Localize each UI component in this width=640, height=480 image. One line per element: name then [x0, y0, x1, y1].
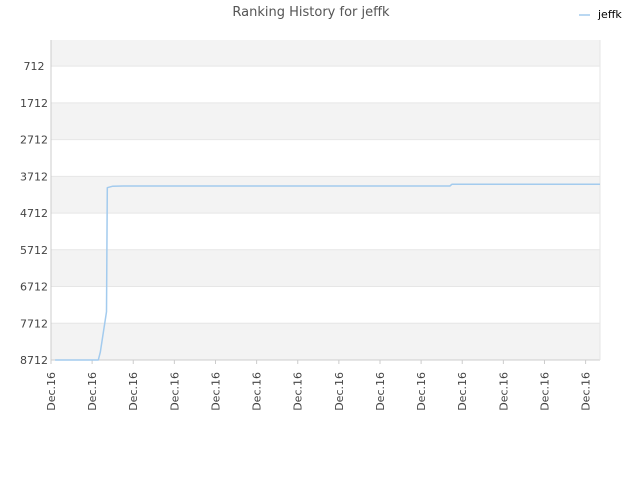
plot-band: [51, 213, 600, 250]
legend[interactable]: jeffk: [579, 8, 622, 21]
y-tick-label: 1712: [20, 97, 48, 110]
x-tick-label: Dec.16: [415, 372, 428, 411]
series-jeffk: [55, 183, 600, 361]
x-tick-label: Dec.16: [292, 372, 305, 411]
plot-band: [51, 66, 600, 103]
x-tick-label: Dec.16: [168, 372, 181, 411]
plot-band: [51, 249, 600, 287]
y-tick-label: 6712: [20, 281, 48, 294]
y-tick-label: 2712: [20, 134, 48, 147]
y-tick-label: 5712: [20, 244, 48, 257]
y-tick-label: 8712: [20, 354, 48, 367]
series-line: [55, 183, 600, 361]
plot-band: [51, 286, 600, 324]
chart-title: Ranking History for jeffk: [232, 5, 390, 20]
axes: [50, 40, 601, 361]
x-tick-label: Dec.16: [456, 372, 469, 411]
x-tick-label: Dec.16: [497, 372, 510, 411]
plot-band: [51, 139, 600, 177]
legend-label: jeffk: [597, 8, 622, 21]
x-tick-label: Dec.16: [209, 372, 222, 411]
y-tick-label: 3712: [20, 170, 48, 183]
plot-background: [51, 40, 600, 360]
x-tick-label: Dec.16: [251, 372, 264, 411]
y-axis-tick-labels: 712 1712 2712 3712 4712 5712 6712 7712 8712: [20, 60, 48, 367]
x-tick-label: Dec.16: [580, 372, 593, 411]
plot-band: [51, 176, 600, 214]
x-axis-tick-labels: Dec.16 Dec.16 Dec.16 Dec.16 Dec.16 Dec.16 Dec.…: [45, 360, 593, 411]
x-tick-label: Dec.16: [333, 372, 346, 411]
x-tick-label: Dec.16: [86, 372, 99, 411]
y-tick-label: 712: [24, 60, 45, 73]
plot-band: [51, 40, 600, 67]
y-tick-label: 4712: [20, 207, 48, 220]
x-tick-label: Dec.16: [45, 372, 58, 411]
plot-band: [51, 102, 600, 140]
x-tick-label: Dec.16: [538, 372, 551, 411]
x-tick-label: Dec.16: [127, 372, 140, 411]
y-tick-label: 7712: [20, 317, 48, 330]
plot-band: [51, 323, 600, 360]
x-tick-label: Dec.16: [374, 372, 387, 411]
